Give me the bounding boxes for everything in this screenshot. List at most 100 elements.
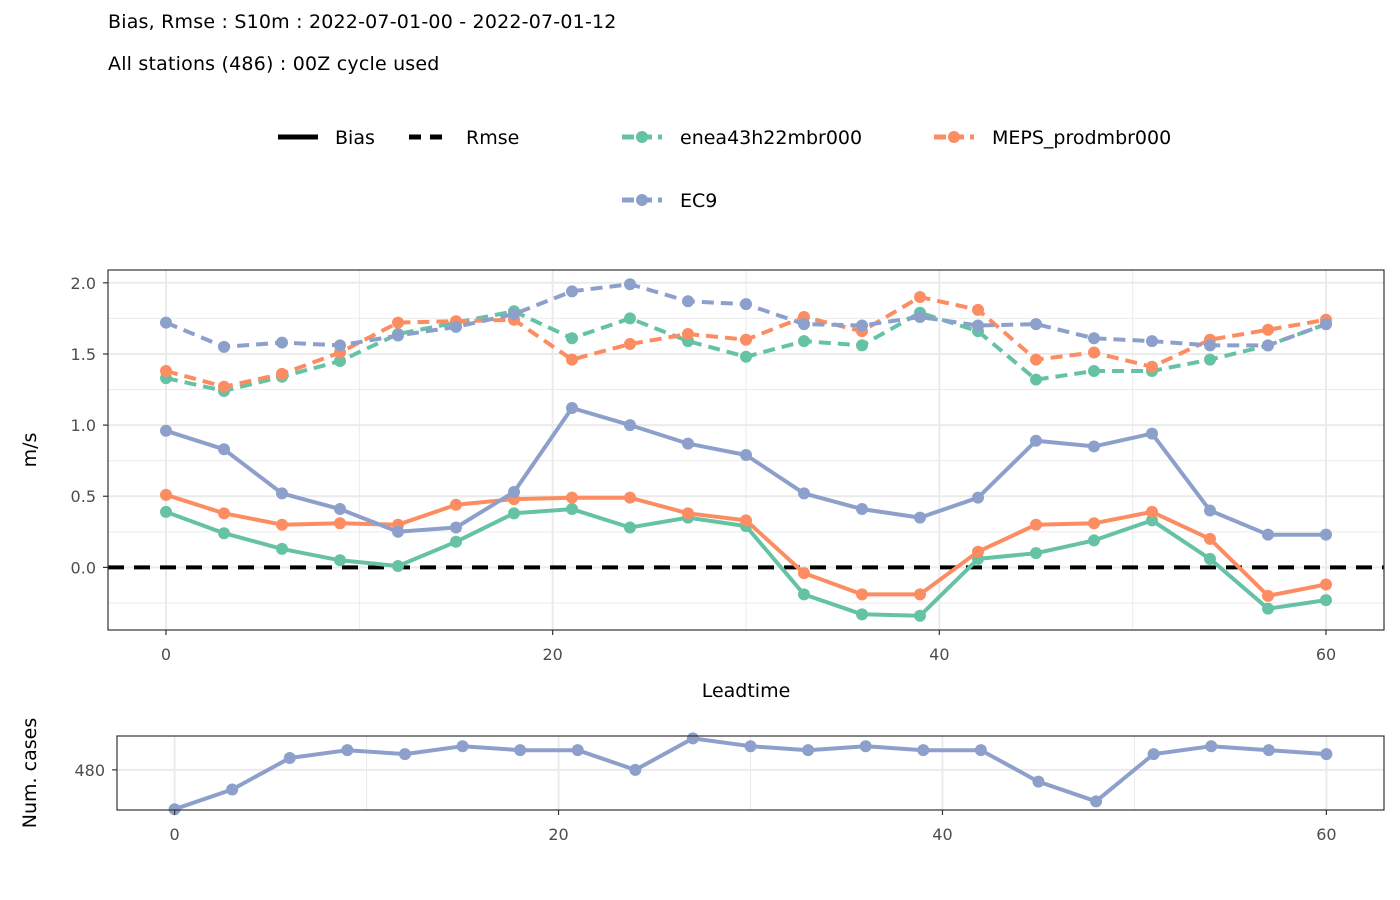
bias-enea43h22mbr000-point bbox=[1320, 594, 1332, 607]
legend-key-point bbox=[948, 131, 960, 143]
series-point bbox=[744, 740, 757, 753]
bias-ec9-point bbox=[624, 419, 636, 432]
panel-border bbox=[116, 735, 1385, 811]
rmse-ec9-point bbox=[914, 310, 926, 323]
bias-meps-prodmbr000-point bbox=[1204, 532, 1216, 545]
rmse-ec9-point bbox=[450, 320, 462, 333]
bias-meps-prodmbr000-point bbox=[450, 498, 462, 511]
legend-label-rmse: Rmse bbox=[466, 127, 519, 149]
panel-border bbox=[107, 269, 1385, 631]
series-point bbox=[398, 748, 411, 761]
rmse-enea43h22mbr000-point bbox=[1204, 353, 1216, 366]
bias-enea43h22mbr000-point bbox=[160, 505, 172, 518]
rmse-enea43h22mbr000-point bbox=[566, 332, 578, 345]
bias-enea43h22mbr000-point bbox=[1030, 547, 1042, 560]
legend-label-model: MEPS_prodmbr000 bbox=[992, 127, 1171, 149]
rmse-ec9-point bbox=[1146, 335, 1158, 348]
y-tick-label: 1.0 bbox=[71, 416, 96, 435]
rmse-ec9-point bbox=[160, 316, 172, 329]
bias-meps-prodmbr000-point bbox=[624, 491, 636, 504]
rmse-ec9-point bbox=[334, 339, 346, 352]
y-axis-title: m/s bbox=[19, 433, 41, 468]
bias-enea43h22mbr000-point bbox=[276, 542, 288, 555]
rmse-meps-prodmbr000-point bbox=[218, 380, 230, 393]
rmse-ec9-point bbox=[392, 329, 404, 342]
bias-ec9-point bbox=[856, 503, 868, 516]
bias-enea43h22mbr000-point bbox=[624, 521, 636, 534]
bias-enea43h22mbr000-point bbox=[1204, 552, 1216, 565]
legend-label-model: enea43h22mbr000 bbox=[680, 127, 862, 149]
main-panel: 0 20 40 60 0.0 0.5 1.0 1.5 2.0 Leadtime m/s bbox=[19, 269, 1385, 702]
rmse-enea43h22mbr000-point bbox=[856, 339, 868, 352]
legend-key-point bbox=[636, 194, 648, 206]
legend-key-point bbox=[636, 131, 648, 143]
x-tick-label: 40 bbox=[929, 645, 949, 664]
bias-enea43h22mbr000-point bbox=[392, 559, 404, 572]
rmse-ec9-point bbox=[1088, 332, 1100, 345]
x-tick-label: 60 bbox=[1316, 645, 1336, 664]
bias-enea43h22mbr000-point bbox=[914, 609, 926, 622]
bias-meps-prodmbr000-point bbox=[972, 545, 984, 558]
bias-meps-prodmbr000-point bbox=[914, 588, 926, 601]
bias-ec9-point bbox=[682, 437, 694, 450]
rmse-meps-prodmbr000-point bbox=[1088, 346, 1100, 359]
bias-meps-prodmbr000-point bbox=[276, 518, 288, 531]
y-axis-title: Num. cases bbox=[19, 718, 41, 828]
bias-meps-prodmbr000-point bbox=[1030, 518, 1042, 531]
rmse-ec9-point bbox=[1262, 339, 1274, 352]
rmse-ec9-point bbox=[856, 319, 868, 332]
rmse-ec9-point bbox=[624, 278, 636, 291]
bias-enea43h22mbr000-point bbox=[1088, 534, 1100, 547]
bias-meps-prodmbr000-point bbox=[740, 514, 752, 527]
series-point bbox=[341, 744, 354, 757]
bias-enea43h22mbr000-point bbox=[798, 588, 810, 601]
series-point bbox=[917, 744, 930, 757]
bias-meps-prodmbr000-point bbox=[856, 588, 868, 601]
rmse-ec9-point bbox=[1030, 318, 1042, 331]
series-point bbox=[1090, 795, 1103, 808]
cases-panel: 0 20 40 60 480 Num. cases bbox=[19, 718, 1385, 844]
bias-ec9-point bbox=[1320, 528, 1332, 541]
x-tick-label: 20 bbox=[542, 645, 562, 664]
rmse-meps-prodmbr000-point bbox=[392, 316, 404, 329]
rmse-ec9-point bbox=[1204, 339, 1216, 352]
bias-enea43h22mbr000-point bbox=[566, 503, 578, 516]
chart-subtitle: All stations (486) : 00Z cycle used bbox=[108, 53, 440, 75]
bias-enea43h22mbr000-point bbox=[856, 608, 868, 621]
bias-enea43h22mbr000-point bbox=[218, 527, 230, 540]
x-tick-label: 60 bbox=[1316, 825, 1336, 844]
rmse-ec9-point bbox=[682, 295, 694, 308]
series-point bbox=[456, 740, 469, 753]
bias-enea43h22mbr000-point bbox=[1262, 602, 1274, 615]
rmse-ec9-point bbox=[972, 319, 984, 332]
rmse-enea43h22mbr000-point bbox=[798, 335, 810, 348]
bias-ec9-point bbox=[160, 424, 172, 437]
rmse-meps-prodmbr000-point bbox=[160, 365, 172, 378]
rmse-meps-prodmbr000-point bbox=[566, 353, 578, 366]
rmse-meps-prodmbr000-point bbox=[276, 367, 288, 380]
bias-ec9-point bbox=[508, 485, 520, 498]
legend-label-model: EC9 bbox=[680, 190, 717, 212]
bias-meps-prodmbr000-point bbox=[1320, 578, 1332, 591]
series-point bbox=[859, 740, 872, 753]
bias-enea43h22mbr000-point bbox=[508, 507, 520, 520]
rmse-ec9-point bbox=[276, 336, 288, 349]
series-point bbox=[168, 803, 181, 816]
bias-meps-prodmbr000-point bbox=[682, 507, 694, 520]
bias-meps-prodmbr000-point bbox=[798, 567, 810, 580]
bias-ec9-point bbox=[334, 503, 346, 516]
series-point bbox=[802, 744, 815, 757]
x-tick-label: 0 bbox=[161, 645, 171, 664]
rmse-ec9-point bbox=[566, 285, 578, 298]
rmse-enea43h22mbr000-point bbox=[1088, 365, 1100, 378]
rmse-ec9-point bbox=[740, 298, 752, 311]
chart-title: Bias, Rmse : S10m : 2022-07-01-00 - 2022… bbox=[108, 11, 617, 33]
bias-meps-prodmbr000-point bbox=[1262, 589, 1274, 602]
bias-ec9-point bbox=[566, 402, 578, 415]
bias-enea43h22mbr000-point bbox=[1146, 514, 1158, 527]
rmse-meps-prodmbr000-point bbox=[1146, 360, 1158, 373]
rmse-meps-prodmbr000-point bbox=[740, 333, 752, 346]
series-point bbox=[629, 763, 642, 776]
rmse-enea43h22mbr000-point bbox=[740, 350, 752, 363]
